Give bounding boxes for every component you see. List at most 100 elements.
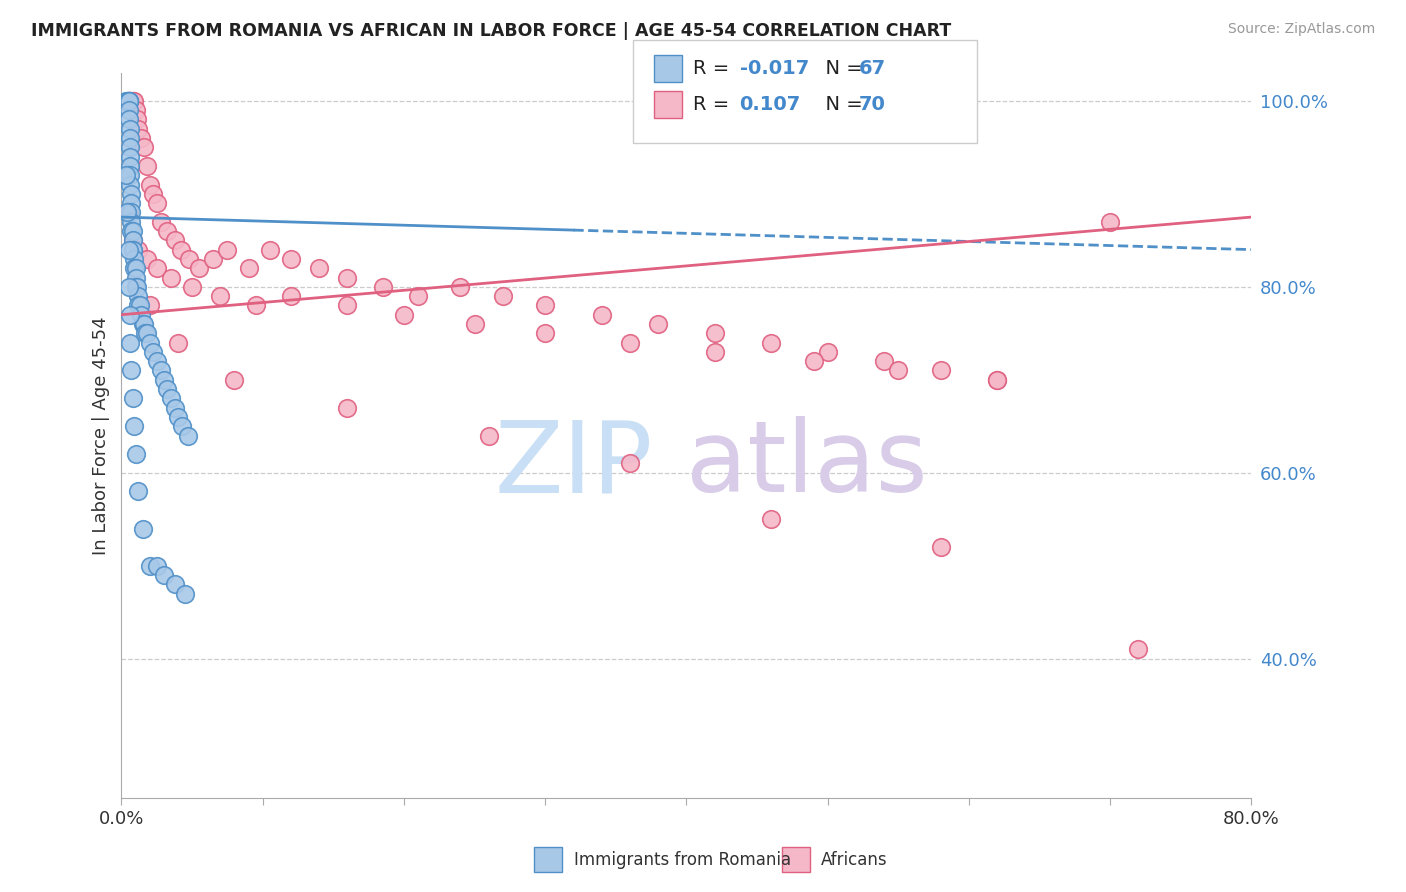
Point [392,308,415,322]
Text: 70: 70 [859,95,886,114]
Point [929,540,952,554]
Point [202,252,225,266]
Point [138,335,160,350]
Point [120,363,142,377]
Point [117,243,139,257]
Point [336,401,359,415]
Point [120,186,142,201]
Point [153,568,176,582]
Point [1099,215,1122,229]
Point [619,335,641,350]
Point [138,178,160,192]
Point [145,558,167,573]
Point [150,363,173,377]
Point [114,168,136,182]
Point [127,484,149,499]
Point [121,392,143,406]
Point [121,233,143,247]
Point [127,121,149,136]
Point [121,224,143,238]
Point [135,159,157,173]
Point [120,196,142,211]
Point [124,280,146,294]
Point [125,280,148,294]
Text: R =: R = [693,59,735,78]
Point [156,224,179,238]
Text: N =: N = [813,59,869,78]
Point [138,558,160,573]
Point [534,326,557,341]
Point [165,401,187,415]
Point [170,243,193,257]
Point [135,252,157,266]
Point [117,94,139,108]
Point [873,354,896,368]
Point [259,243,281,257]
Point [165,577,187,591]
Text: atlas: atlas [686,416,928,513]
Text: R =: R = [693,95,742,114]
Point [118,178,141,192]
Point [167,409,190,424]
Point [492,289,515,303]
Point [167,335,190,350]
Point [118,308,141,322]
Point [124,447,146,461]
Point [280,289,302,303]
Point [145,261,167,276]
Point [174,586,197,600]
Point [245,298,267,312]
Point [118,131,141,145]
Point [120,94,142,108]
Point [135,326,157,341]
Point [150,215,173,229]
Point [156,382,179,396]
Point [1128,642,1150,657]
Point [647,317,669,331]
Point [122,252,145,266]
Point [117,94,139,108]
Point [121,243,143,257]
Point [132,140,155,154]
Point [121,243,143,257]
Point [172,419,194,434]
Point [308,261,330,276]
Point [114,94,136,108]
Point [759,512,782,526]
Point [115,94,138,108]
Point [817,344,839,359]
Text: Immigrants from Romania: Immigrants from Romania [574,851,790,869]
Point [124,280,146,294]
Point [181,280,204,294]
Text: ZIP: ZIP [494,416,652,513]
Point [165,233,187,247]
Point [115,94,138,108]
Point [224,373,246,387]
Point [115,205,138,219]
Point [406,289,429,303]
Text: IMMIGRANTS FROM ROMANIA VS AFRICAN IN LABOR FORCE | AGE 45-54 CORRELATION CHART: IMMIGRANTS FROM ROMANIA VS AFRICAN IN LA… [31,22,952,40]
Point [188,261,211,276]
Point [118,150,141,164]
Point [120,205,142,219]
Point [117,112,139,127]
Point [619,457,641,471]
Text: N =: N = [813,95,869,114]
Point [120,215,142,229]
Point [127,298,149,312]
Point [153,373,176,387]
Point [131,522,153,536]
Point [986,373,1008,387]
Point [703,344,725,359]
Point [591,308,613,322]
Point [703,326,725,341]
Point [534,298,557,312]
Point [118,140,141,154]
Point [217,243,239,257]
Point [124,270,146,285]
Point [122,94,145,108]
Point [121,233,143,247]
Point [124,103,146,118]
Point [929,363,952,377]
Point [141,186,163,201]
